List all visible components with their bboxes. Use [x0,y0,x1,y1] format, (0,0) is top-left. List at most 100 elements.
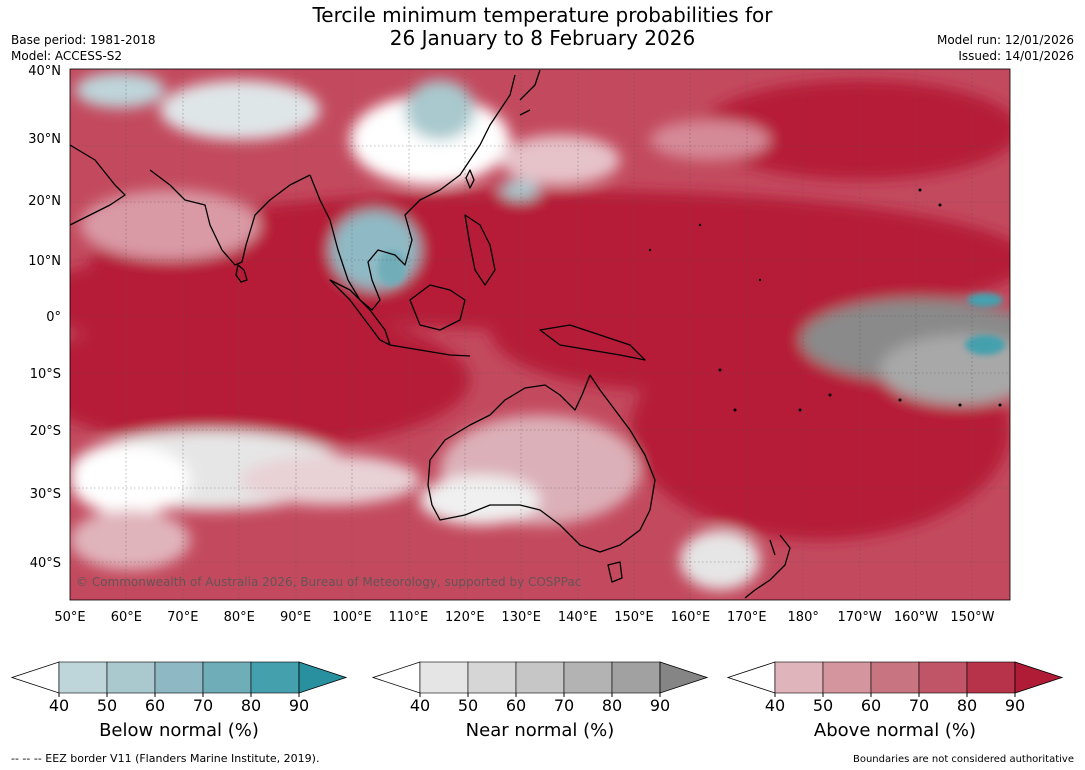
lat-label: 40°N [28,64,61,79]
legend-colorbar: 40 50 60 70 80 90 Near normal (%) [371,661,709,741]
legend-tick-label: 80 [602,696,622,715]
legend-tick-label: 40 [410,696,430,715]
legend-swatch [515,661,565,694]
lat-label: 0° [46,310,61,325]
legend-swatch [250,661,300,694]
legend-group: 40 50 60 70 80 90 Below normal (%) 40 50 60 70 80 90… [10,661,1064,741]
legend-tick-label: 90 [289,696,309,715]
legend-tick-label: 60 [145,696,165,715]
lat-label: 30°S [30,487,61,502]
lon-label: 130°E [501,610,541,625]
island [798,408,802,412]
lat-label: 10°N [28,254,61,269]
legend-tick-label: 50 [813,696,833,715]
legend-swatch [106,661,156,694]
coastline-india [149,169,311,266]
title-line-2: 26 January to 8 February 2026 [389,26,696,50]
lon-label: 100°E [332,610,372,625]
legend-tick-label: 80 [241,696,261,715]
coastline-java [389,344,471,357]
legend-swatch [202,661,252,694]
coastline-arabia [70,144,126,226]
island [718,368,722,372]
lon-label: 170°W [838,610,882,625]
legend-tick-label: 90 [650,696,670,715]
legend-swatch [419,661,469,694]
model-name: Model: ACCESS-S2 [11,49,123,63]
island [828,393,832,397]
probability-field [70,69,1010,600]
meta-left: Base period: 1981-2018 Model: ACCESS-S2 [11,32,156,64]
lon-label: 170°E [727,610,767,625]
legend-high-extension [659,661,709,694]
island-markers [648,188,1002,412]
longitude-labels: 50°E 60°E 70°E 80°E 90°E 100°E 110°E 120°E 130°E… [54,610,994,625]
legend-high-extension [298,661,348,694]
coastline-australia [427,374,656,553]
lat-label: 40°S [30,556,61,571]
legend-tick-label: 90 [1005,696,1025,715]
legend-tick-label: 60 [861,696,881,715]
meta-right: Model run: 12/01/2026 Issued: 14/01/2026 [937,32,1074,64]
island [898,398,902,402]
legend-tick-label: 50 [458,696,478,715]
lon-label: 50°E [54,610,85,625]
eez-note: -- -- -- EEZ border V11 (Flanders Marine… [11,752,320,765]
map-title: Tercile minimum temperature probabilitie… [0,4,1085,50]
legend-high-extension [1014,661,1064,694]
legend-title: Below normal (%) [99,720,259,741]
coastline-japan [519,69,541,116]
legend-swatch [58,661,108,694]
lat-label: 30°N [28,132,61,147]
island [938,203,942,207]
lon-label: 140°E [558,610,598,625]
legend-swatch [154,661,204,694]
coastline-tasmania [607,561,623,583]
island [958,403,962,407]
lon-label: 90°E [280,610,311,625]
issued-date: Issued: 14/01/2026 [958,49,1074,63]
lat-label: 20°N [28,194,61,209]
legend-swatch [822,661,872,694]
lon-label: 120°E [445,610,485,625]
legend-tick-label: 70 [909,696,929,715]
coastline-taiwan [465,169,475,189]
island [918,188,922,192]
coastline-new-zealand [744,534,791,599]
coastlines [70,69,791,599]
legend-title: Near normal (%) [466,720,615,741]
legend-swatch [918,661,968,694]
legend-swatch [774,661,824,694]
island [758,278,762,282]
island [648,248,652,252]
legend-tick-label: 40 [765,696,785,715]
coastline-philippines [464,214,496,286]
legend-swatch [467,661,517,694]
legend-tick-label: 80 [957,696,977,715]
latitude-labels: 40°N 30°N 20°N 10°N 0° 10°S 20°S 30°S 40°S [28,64,61,571]
coastline-indochina [309,74,516,311]
model-run: Model run: 12/01/2026 [936,33,1074,47]
legend-colorbar: 40 50 60 70 80 90 Above normal (%) [726,661,1064,741]
legend-swatch [611,661,661,694]
lat-label: 10°S [30,367,61,382]
boundary-disclaimer: Boundaries are not considered authoritat… [852,754,1074,765]
island [733,408,737,412]
lon-label: 180° [788,610,819,625]
legend-low-extension [10,661,60,694]
coastline-new-guinea [539,324,646,361]
lon-label: 160°W [894,610,938,625]
legend-swatch [870,661,920,694]
legend-swatch [966,661,1016,694]
legend-colorbar: 40 50 60 70 80 90 Below normal (%) [10,661,348,741]
coastline-sri-lanka [235,264,248,283]
coastline-borneo [409,284,466,331]
lon-label: 60°E [111,610,142,625]
map-frame [69,68,1011,601]
island [998,403,1002,407]
lon-label: 80°E [224,610,255,625]
lon-label: 150°W [950,610,994,625]
lon-label: 150°E [614,610,654,625]
legend-tick-label: 50 [97,696,117,715]
